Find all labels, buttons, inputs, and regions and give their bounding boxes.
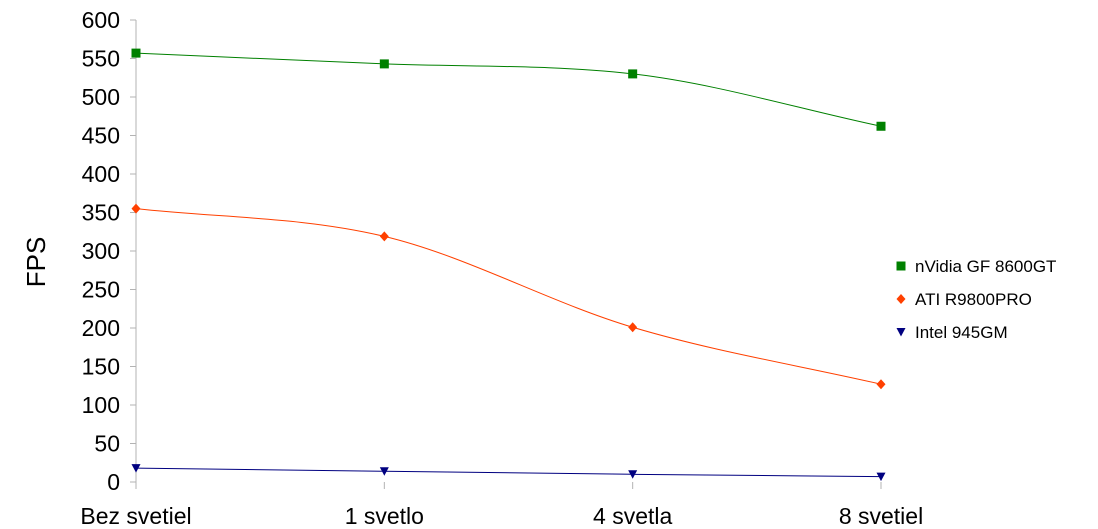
data-point [379, 231, 389, 242]
data-point [628, 470, 638, 479]
x-tick-label: 1 svetlo [345, 503, 424, 529]
legend-label: nVidia GF 8600GT [915, 257, 1056, 276]
y-tick-label: 0 [107, 469, 120, 495]
x-tick-label: 8 svetiel [839, 503, 923, 529]
y-tick-label: 350 [82, 200, 120, 226]
series-2 [131, 203, 886, 390]
y-axis-title: FPS [21, 237, 51, 288]
data-point [379, 59, 389, 69]
series-line [135, 208, 882, 385]
y-tick-label: 300 [82, 238, 120, 264]
data-point [131, 203, 141, 214]
data-point [379, 467, 389, 476]
legend-marker [896, 294, 906, 304]
y-tick-label: 550 [82, 46, 120, 72]
series-layer [131, 48, 886, 482]
series-line [135, 52, 882, 127]
y-tick-label: 500 [82, 84, 120, 110]
legend-item: ATI R9800PRO [896, 290, 1032, 309]
series-3 [131, 464, 886, 482]
data-point [628, 322, 638, 333]
y-tick-label: 250 [82, 277, 120, 303]
x-axis-ticks: Bez svetiel 1 svetlo 4 svetla 8 svetiel [80, 482, 923, 529]
y-tick-label: 200 [82, 315, 120, 341]
legend-marker [896, 328, 906, 337]
y-tick-label: 600 [82, 7, 120, 33]
series-line [135, 467, 882, 478]
x-tick-label: Bez svetiel [80, 503, 191, 529]
legend-label: Intel 945GM [915, 323, 1008, 342]
data-point [628, 69, 638, 79]
y-axis-ticks: 0 50 100 150 200 250 300 350 400 450 500 550 600 [82, 7, 136, 495]
y-tick-label: 400 [82, 161, 120, 187]
data-point [131, 48, 141, 58]
legend-item: Intel 945GM [896, 323, 1008, 342]
series-1 [131, 48, 886, 131]
y-tick-label: 100 [82, 392, 120, 418]
data-point [876, 472, 886, 482]
data-point [876, 121, 886, 131]
x-tick-label: 4 svetla [593, 503, 672, 529]
legend-marker [896, 261, 906, 271]
y-tick-label: 450 [82, 123, 120, 149]
data-point [131, 464, 141, 473]
y-tick-label: 150 [82, 354, 120, 380]
data-point [876, 379, 886, 390]
legend-item: nVidia GF 8600GT [896, 257, 1056, 276]
legend: nVidia GF 8600GT ATI R9800PRO Intel 945GM [896, 257, 1056, 342]
y-tick-label: 50 [94, 431, 120, 457]
legend-label: ATI R9800PRO [915, 290, 1032, 309]
